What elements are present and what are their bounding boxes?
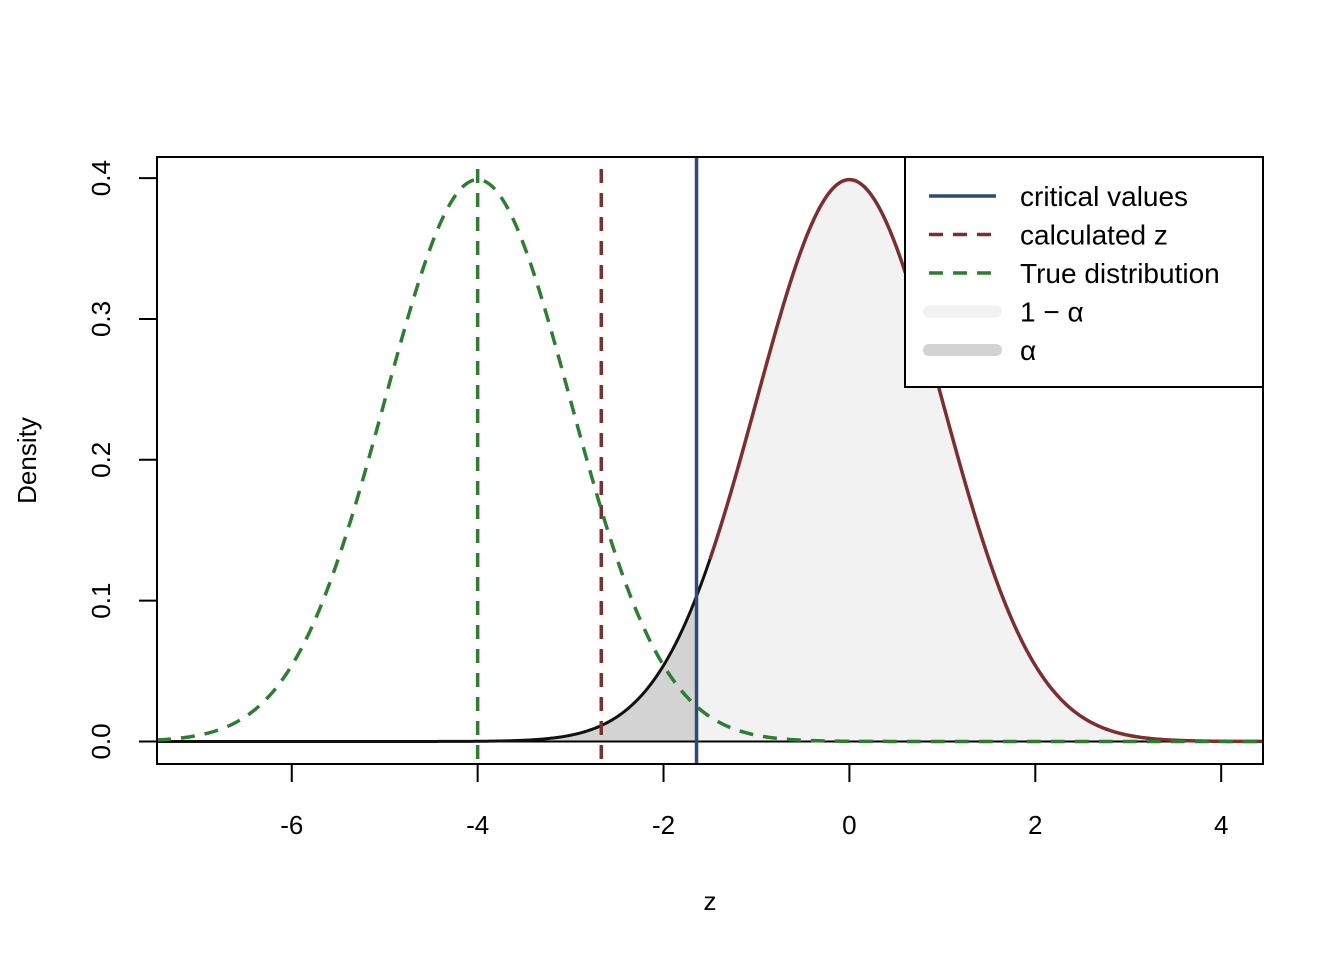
legend-label: True distribution <box>1020 258 1220 289</box>
x-tick-label: 4 <box>1214 810 1228 840</box>
x-tick-label: 2 <box>1028 810 1042 840</box>
legend-entry: calculated z <box>929 220 1168 251</box>
x-tick-label: -6 <box>280 810 303 840</box>
legend-label: critical values <box>1020 181 1188 212</box>
shaded-region-one_minus_alpha <box>696 179 1263 742</box>
legend: critical values calculated z True distribu… <box>904 156 1264 388</box>
legend-label: 1 − α <box>1020 297 1084 328</box>
legend-entry: 1 − α <box>923 297 1084 328</box>
shaded-region-alpha <box>157 596 697 742</box>
legend-entry: critical values <box>929 181 1188 212</box>
y-tick-label: 0.2 <box>86 442 116 478</box>
axes-layer: -6 -4 -2 0 2 4 0.0 0.1 0.2 0.3 0.4 z Density <box>12 156 1264 916</box>
legend-entry: α <box>923 335 1036 366</box>
legend-entry: True distribution <box>929 258 1220 289</box>
legend-label: calculated z <box>1020 220 1168 251</box>
plot-layer <box>157 157 1263 764</box>
y-axis-label: Density <box>12 417 42 504</box>
y-tick-label: 0.1 <box>86 583 116 619</box>
x-tick-label: -4 <box>466 810 489 840</box>
y-tick-label: 0.0 <box>86 723 116 759</box>
legend-label: α <box>1020 335 1036 366</box>
null-density-tail-curve <box>157 558 712 743</box>
true-density-curve <box>157 177 1263 744</box>
y-tick-label: 0.3 <box>86 301 116 337</box>
x-tick-label: -2 <box>652 810 675 840</box>
x-tick-label: 0 <box>842 810 856 840</box>
x-axis-label: z <box>704 886 717 916</box>
y-tick-label: 0.4 <box>86 160 116 196</box>
